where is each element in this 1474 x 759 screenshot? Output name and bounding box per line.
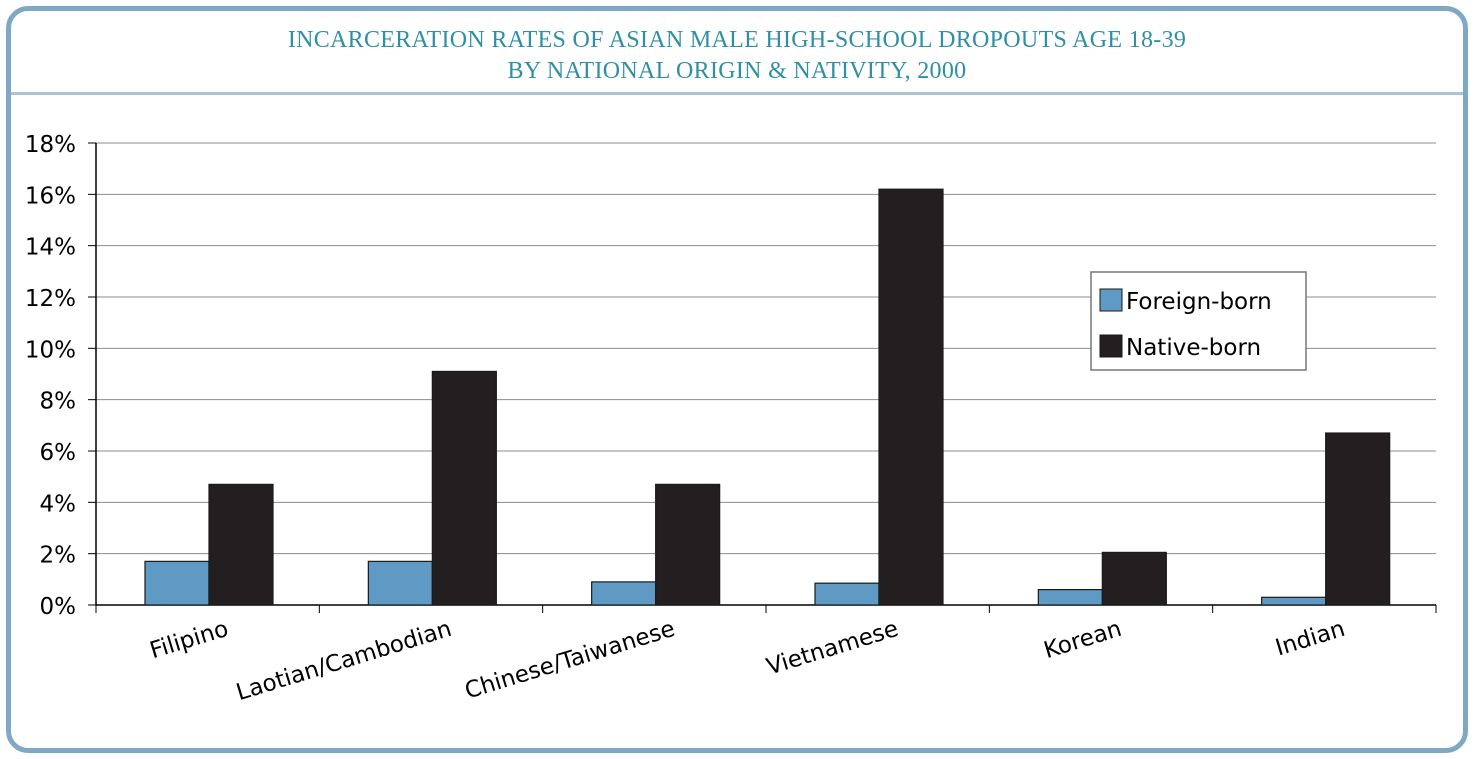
y-tick-label: 18% (25, 132, 76, 158)
bar-foreign-born-vietnamese (814, 582, 880, 606)
bar-foreign-born-chinese-taiwanese (591, 581, 657, 606)
bar-native-born-laotian-cambodian (431, 370, 497, 606)
y-tick-label: 6% (40, 440, 77, 466)
x-category-label: Laotian/Cambodian (233, 616, 455, 706)
y-tick-label: 10% (25, 337, 76, 363)
legend-swatch (1099, 288, 1123, 312)
legend-label: Foreign-born (1126, 289, 1272, 315)
x-category-label: Indian (1273, 616, 1349, 662)
bar-native-born-korean (1101, 551, 1167, 606)
chart-title-line-1: INCARCERATION RATES OF ASIAN MALE HIGH-S… (287, 27, 1187, 53)
legend-label: Native-born (1126, 335, 1261, 361)
y-tick-label: 14% (25, 235, 76, 261)
y-tick-label: 12% (25, 286, 76, 312)
chart-title: INCARCERATION RATES OF ASIAN MALE HIGH-S… (11, 11, 1463, 95)
x-category-label: Korean (1041, 616, 1125, 664)
legend-box (1090, 271, 1307, 371)
bar-native-born-vietnamese (878, 188, 944, 606)
y-tick-label: 8% (40, 389, 77, 415)
y-tick-label: 16% (25, 183, 76, 209)
bar-foreign-born-korean (1037, 588, 1103, 606)
y-tick-label: 0% (40, 594, 77, 620)
x-category-label: Filipino (147, 616, 231, 664)
chart-frame: INCARCERATION RATES OF ASIAN MALE HIGH-S… (6, 6, 1468, 753)
x-category-label: Chinese/Taiwanese (462, 616, 678, 705)
chart-title-line-2: BY NATIONAL ORIGIN & NATIVITY, 2000 (507, 58, 967, 84)
legend-swatch (1099, 334, 1123, 358)
x-category-label: Vietnamese (764, 616, 902, 681)
y-tick-label: 2% (40, 543, 77, 569)
bar-foreign-born-indian (1261, 596, 1327, 606)
bar-foreign-born-filipino (144, 560, 210, 606)
bar-native-born-chinese-taiwanese (655, 483, 721, 606)
bar-native-born-filipino (208, 483, 274, 606)
bar-foreign-born-laotian-cambodian (367, 560, 433, 606)
bar-native-born-indian (1325, 432, 1391, 606)
y-tick-label: 4% (40, 491, 77, 517)
